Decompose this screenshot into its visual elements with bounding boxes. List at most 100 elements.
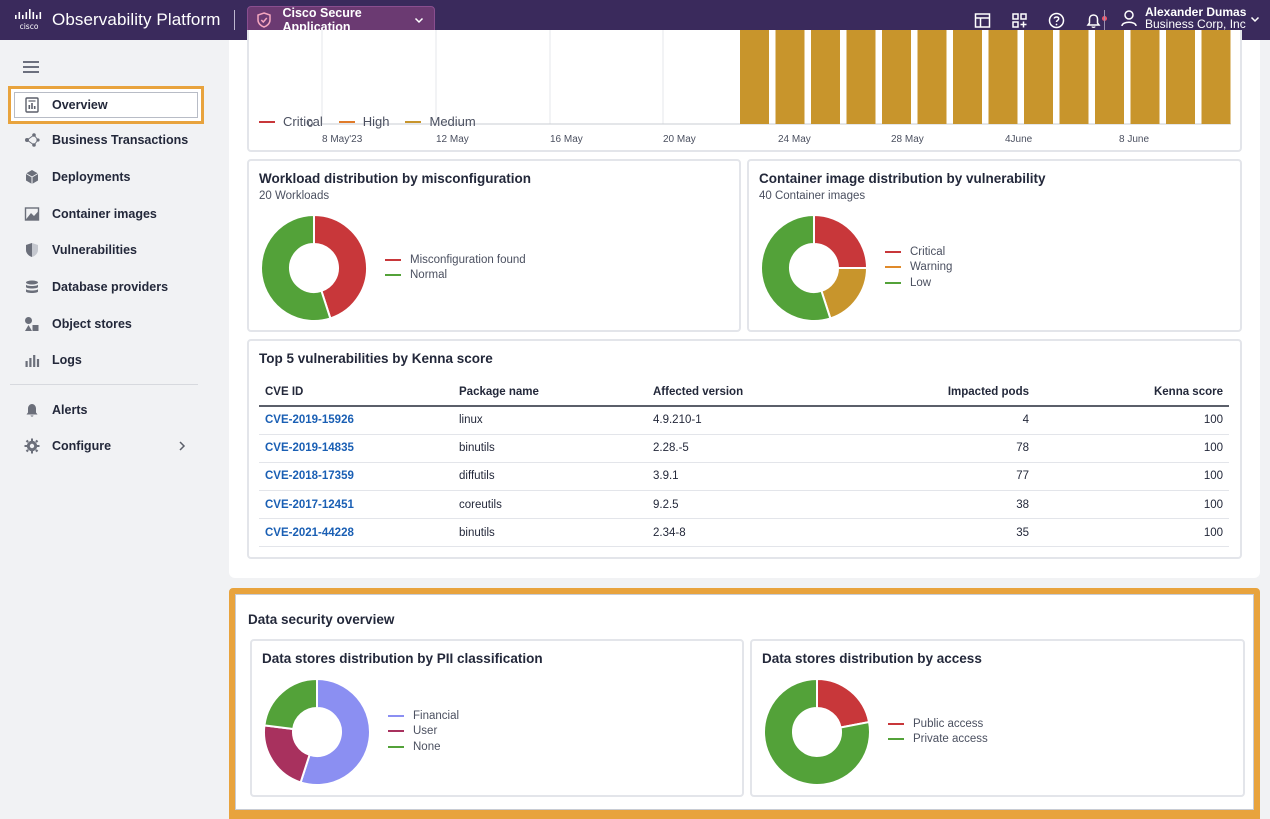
bar-medium[interactable] [1166,30,1195,124]
x-tick-label: 28 May [891,134,924,145]
legend-item-low[interactable]: Low [885,275,952,291]
legend-item-critical[interactable]: Critical [885,244,952,260]
sidebar-item-label: Deployments [52,170,131,184]
pii-donut-chart [263,677,371,786]
bar-medium[interactable] [1201,30,1231,124]
bar-medium[interactable] [846,30,876,124]
column-header-kenna-score[interactable]: Kenna score [1035,379,1229,407]
affected-version-cell: 2.28.-5 [647,434,841,463]
cve-link[interactable]: CVE-2019-14835 [265,442,354,455]
legend-item-private-access[interactable]: Private access [888,732,988,748]
top-icon-group [974,0,1107,40]
donut-slice-misconfiguration-found[interactable] [313,213,368,320]
kenna-score-cell: 100 [1035,406,1229,435]
bar-medium[interactable] [811,30,840,124]
vulnerability-trend-chart-card: 0 8 May'23 12 May 16 May 20 May 24 May 28 May 4… [247,30,1242,152]
data-security-section: Data security overview Data stores distr… [235,594,1254,810]
sidebar-item-business-transactions[interactable]: Business Transactions [10,123,206,157]
sidebar-item-vulnerabilities[interactable]: Vulnerabilities [10,233,206,267]
sidebar-item-label: Configure [52,439,112,453]
cisco-logo[interactable]: cisco Observability Platform [14,9,220,31]
logs-icon [25,355,40,367]
vulnerabilities-table: CVE ID Package name Affected version Imp… [259,379,1229,548]
notifications-button[interactable] [1085,12,1107,29]
cve-link[interactable]: CVE-2019-15926 [265,414,354,427]
bar-medium[interactable] [1095,30,1124,124]
affected-version-cell: 9.2.5 [647,490,841,520]
x-tick-label: 8 June [1119,134,1149,145]
donut-slice-private-access[interactable] [763,677,871,786]
sidebar-item-label: Overview [52,98,108,112]
legend-item-misconfiguration[interactable]: Misconfiguration found [385,252,526,268]
card-title: Top 5 vulnerabilities by Kenna score [259,351,493,366]
gear-icon [24,438,40,454]
legend-item-none[interactable]: None [388,739,459,755]
donut-slice-normal[interactable] [260,213,332,322]
help-icon[interactable] [1048,12,1065,29]
apps-grid-icon[interactable] [1011,12,1028,29]
vulnerabilities-icon [26,243,38,257]
donut-slice-user[interactable] [263,724,311,784]
table-row: CVE-2019-15926 linux 4.9.210-1 4 100 [259,406,1229,435]
cve-link[interactable]: CVE-2021-44228 [265,526,354,539]
sidebar-item-alerts[interactable]: Alerts [10,393,206,427]
vulnerability-trend-chart: 0 8 May'23 12 May 16 May 20 May 24 May 28 May 4… [307,30,1231,145]
layout-icon[interactable] [974,12,991,29]
overview-icon [25,97,39,113]
column-header-cve-id[interactable]: CVE ID [259,379,453,407]
cve-link[interactable]: CVE-2017-12451 [265,498,354,511]
x-tick-label: 4June [1005,134,1033,145]
chart-legend: Financial User None [388,708,459,755]
bar-medium[interactable] [1130,30,1160,124]
bar-medium[interactable] [1024,30,1053,124]
affected-version-cell: 3.9.1 [647,462,841,492]
chart-legend: Critical High Medium [259,114,476,129]
bar-medium[interactable] [917,30,947,124]
cve-link[interactable]: CVE-2018-17359 [265,470,354,483]
donut-slice-none[interactable] [263,677,318,731]
column-header-package-name[interactable]: Package name [453,379,647,407]
pii-distribution-card: Data stores distribution by PII classifi… [250,639,744,797]
sidebar-item-container-images[interactable]: Container images [10,197,206,231]
divider [234,10,236,30]
table-row: CVE-2019-14835 binutils 2.28.-5 78 100 [259,434,1229,463]
affected-version-cell: 4.9.210-1 [647,406,841,435]
donut-slice-critical[interactable] [813,213,869,269]
user-menu[interactable]: Alexander Dumas Business Corp, Inc [1120,6,1260,30]
bar-medium[interactable] [1059,30,1089,124]
legend-item-medium[interactable]: Medium [405,114,476,129]
impacted-pods-cell: 78 [841,434,1035,463]
legend-item-public-access[interactable]: Public access [888,716,988,732]
column-header-affected-version[interactable]: Affected version [647,379,841,407]
sidebar-item-database-providers[interactable]: Database providers [10,270,206,304]
y-tick-label: 0 [307,119,313,130]
bar-medium[interactable] [775,30,805,124]
chart-legend: Misconfiguration found Normal [385,252,526,283]
legend-item-normal[interactable]: Normal [385,268,526,284]
bar-medium[interactable] [988,30,1018,124]
bar-medium[interactable] [882,30,911,124]
donut-slice-public-access[interactable] [816,677,871,729]
sidebar-item-overview[interactable]: Overview [8,86,204,124]
donut-slice-low[interactable] [760,213,832,322]
legend-item-critical[interactable]: Critical [259,114,323,129]
legend-item-high[interactable]: High [338,114,389,129]
sidebar-item-deployments[interactable]: Deployments [10,160,206,194]
package-name-cell: linux [453,406,647,435]
legend-item-financial[interactable]: Financial [388,708,459,724]
bar-medium[interactable] [740,30,769,124]
column-header-impacted-pods[interactable]: Impacted pods [841,379,1035,407]
sidebar-item-logs[interactable]: Logs [10,343,206,377]
sidebar-item-object-stores[interactable]: Object stores [10,307,206,341]
legend-item-warning[interactable]: Warning [885,260,952,276]
chart-legend: Critical Warning Low [885,244,952,291]
brand-title: Observability Platform [52,10,221,29]
sidebar-item-configure[interactable]: Configure [10,429,206,463]
section-title: Data security overview [248,612,395,627]
legend-item-user[interactable]: User [388,724,459,740]
top5-vulnerabilities-card: Top 5 vulnerabilities by Kenna score CVE… [247,339,1242,559]
table-row: CVE-2018-17359 diffutils 3.9.1 77 100 [259,462,1229,492]
bar-medium[interactable] [953,30,982,124]
menu-icon[interactable] [23,60,39,74]
user-icon [1121,10,1137,27]
